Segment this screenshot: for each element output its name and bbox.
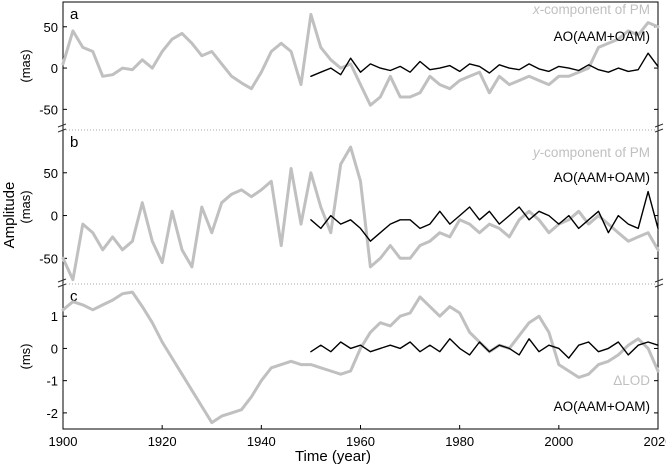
y-tick-label: -2 (46, 406, 58, 421)
y-tick-label: -50 (39, 102, 58, 117)
x-tick-label: 1900 (49, 434, 78, 449)
x-axis-label: Time (year) (295, 448, 371, 465)
series-line-ao (310, 52, 659, 77)
panel-c: 1 0 -1 -2 (ms) c ΔLOD AO(AAM+OAM) (18, 288, 660, 425)
x-tick-label: 1980 (445, 434, 474, 449)
panel-a: 50 0 -50 (mas) a x-component of PM AO(AAM+OAM) (18, 2, 660, 117)
series-line-ao (310, 338, 659, 359)
panel-y-label: (mas) (18, 49, 33, 82)
panel-letter: b (70, 134, 78, 151)
x-tick-label: 2020 (644, 434, 666, 449)
x-tick-label: 1960 (346, 434, 375, 449)
y-tick-label: -1 (46, 374, 58, 389)
y-tick-label: 1 (51, 309, 58, 324)
legend-italic: x (532, 2, 541, 17)
panel-letter: a (70, 6, 79, 23)
x-tick-label: 1920 (148, 434, 177, 449)
x-tick-label: 1940 (247, 434, 276, 449)
series-line-ao (310, 190, 659, 242)
y-tick-label: 50 (44, 166, 58, 181)
panel-y-label: (ms) (18, 344, 33, 370)
y-tick-label: 0 (51, 341, 58, 356)
y-tick-label: 0 (51, 61, 58, 76)
legend-rest: -component of PM (540, 2, 650, 17)
legend-entry: AO(AAM+OAM) (554, 170, 650, 185)
y-tick-label: 0 (51, 209, 58, 224)
y-axis-label: Amplitude (1, 182, 18, 249)
y-tick-label: 50 (44, 20, 58, 35)
x-tick-label: 2000 (544, 434, 573, 449)
panels: 500-50(mas)a x-component of PMAO(AAM+OAM)… (18, 2, 660, 425)
series-line-observed (61, 290, 660, 425)
legend-rest: -component of PM (540, 145, 650, 160)
series-line-observed (61, 12, 660, 107)
legend-entry: ΔLOD (613, 373, 650, 388)
legend-italic: y (532, 145, 541, 160)
panel-letter: c (70, 288, 78, 305)
legend-entry: AO(AAM+OAM) (554, 399, 650, 414)
panel-y-label: (mas) (18, 190, 33, 223)
legend-entry: x-component of PM (532, 2, 650, 17)
x-axis-ticks: 1900 1920 1940 1960 1980 2000 2020 (49, 425, 666, 449)
legend-entry: AO(AAM+OAM) (554, 29, 650, 44)
series-line-observed (61, 145, 660, 282)
legend-entry: y-component of PM (532, 145, 650, 160)
y-tick-label: -50 (39, 251, 58, 266)
axis-break-marks (57, 123, 664, 288)
panel-b: 50 0 -50 (mas) b y-component of PM AO(AAM+OAM) (18, 134, 660, 282)
